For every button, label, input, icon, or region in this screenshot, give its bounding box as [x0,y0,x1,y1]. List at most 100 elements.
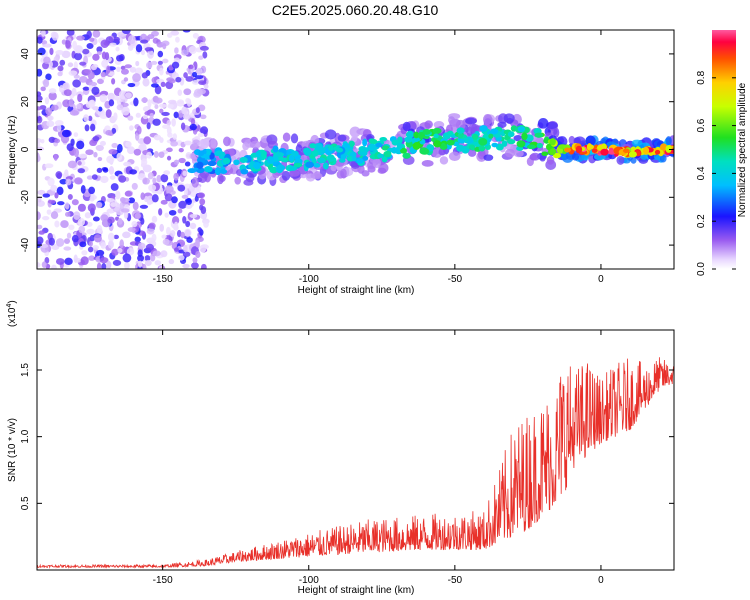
noise-point [66,143,74,152]
noise-point [119,197,126,203]
noise-point [99,257,109,264]
noise-point [168,209,177,216]
noise-point [115,190,121,200]
ridge-point [391,147,398,154]
noise-point [127,115,134,121]
ridge-point [379,137,388,142]
noise-point [155,97,163,104]
noise-point [37,111,41,117]
y-tick-label: 1.0 [20,429,31,443]
noise-point [203,84,209,89]
noise-point [139,204,149,209]
noise-point [159,137,164,143]
spectrogram-y-label: Frequency (Hz) [7,116,18,185]
noise-point [123,161,132,167]
noise-point [63,238,71,244]
noise-point [144,47,154,52]
y-tick-label: 0 [20,146,31,152]
noise-point [37,153,40,162]
noise-point [132,201,139,211]
noise-point [97,156,103,162]
noise-point [101,262,107,269]
noise-point [203,220,209,228]
noise-point [135,132,140,141]
noise-point [53,153,58,161]
noise-point [137,254,145,262]
ridge-halo-point [631,139,643,146]
noise-point [79,76,88,83]
noise-point [157,50,164,58]
noise-point [126,146,136,155]
ridge-halo-point [546,155,555,165]
colorbar-ticks: 0.0 0.2 0.4 0.6 0.8 [696,70,736,276]
noise-point [89,196,95,202]
noise-point [146,61,153,69]
noise-point [173,159,180,165]
noise-point [141,97,149,103]
snr-y-label: SNR (10 * v/v) [7,418,18,482]
noise-point [133,97,139,107]
ridge-point [463,137,470,143]
noise-point [88,186,96,195]
noise-point [41,261,47,268]
noise-point [190,118,196,126]
noise-point [175,76,182,83]
ridge-point [383,150,392,158]
noise-point [77,217,86,226]
noise-point [92,30,101,38]
noise-point [135,60,140,67]
noise-point [192,257,198,264]
ridge-point [381,156,388,163]
noise-point [116,54,124,62]
ridge-point [446,139,455,146]
noise-point [142,78,150,87]
noise-point [135,44,143,53]
noise-point [51,104,59,111]
noise-point [182,263,190,269]
noise-point [64,211,71,217]
snr-frame [36,329,675,571]
noise-point [149,253,156,262]
ridge-point [628,151,637,158]
ridge-halo-point [539,154,546,162]
ridge-point [469,144,475,150]
noise-point [88,240,93,247]
noise-point [129,169,138,175]
y-tick-label: 40 [20,48,31,60]
noise-point [95,249,105,256]
ridge-point [433,140,442,148]
noise-point [157,60,163,65]
noise-point [88,81,98,87]
ridge-point [267,156,275,164]
noise-point [107,240,114,249]
ridge-point [277,164,284,172]
ridge-halo-point [192,139,201,147]
noise-point [65,40,71,49]
noise-point [177,254,185,261]
noise-point [96,51,102,56]
noise-point [174,47,179,54]
ridge-point [521,132,528,141]
ridge-point [472,133,479,140]
ridge-point [391,139,399,146]
ridge-halo-point [378,162,389,174]
ridge-halo-point [455,119,466,131]
noise-point [40,30,46,37]
noise-point [199,204,204,211]
noise-point [69,110,79,116]
noise-point [148,222,156,230]
ridge-halo-point [448,116,456,124]
noise-point [116,104,124,111]
noise-point [117,247,123,253]
y-tick-label: 0.5 [20,496,31,510]
noise-point [90,123,96,132]
noise-point [189,123,197,131]
noise-point [67,193,73,200]
noise-point [111,127,117,134]
noise-point [89,99,96,108]
noise-point [44,97,50,105]
noise-point [182,170,188,177]
ridge-point [526,144,536,150]
ridge-point [222,157,231,165]
ridge-point [507,139,516,145]
